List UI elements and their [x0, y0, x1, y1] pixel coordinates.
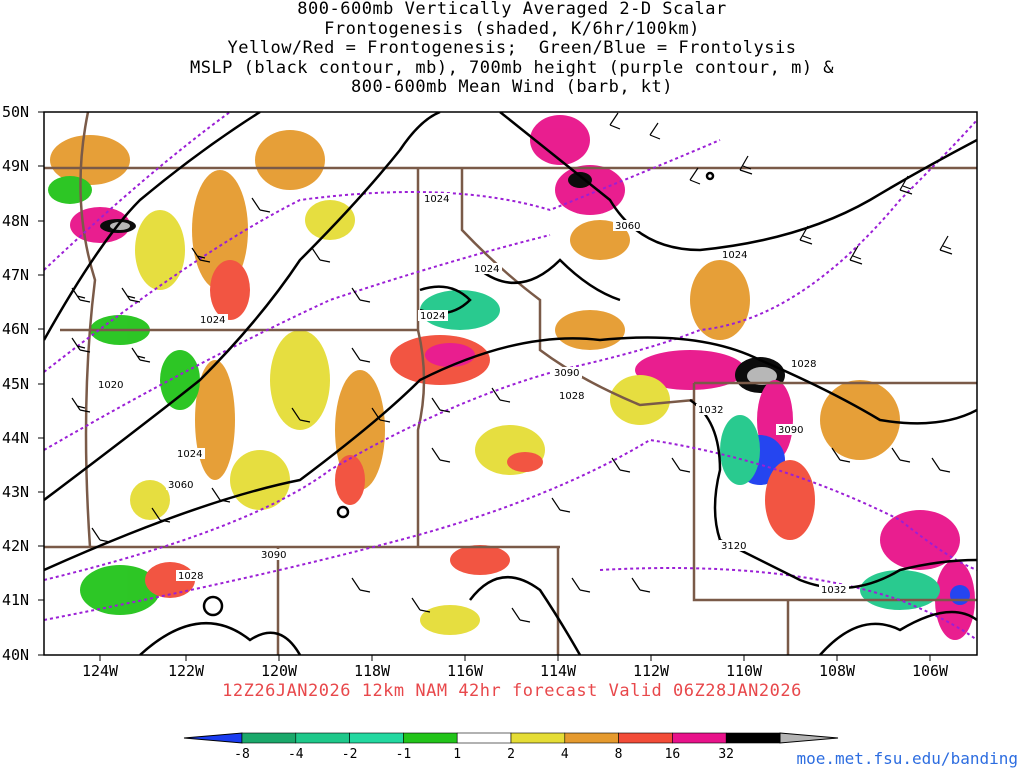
- svg-text:1024: 1024: [424, 194, 449, 205]
- svg-text:1024: 1024: [474, 264, 499, 275]
- height-contours: [44, 112, 977, 641]
- height-contour-label: 3090: [259, 549, 289, 561]
- lat-label-47n: 47N: [2, 266, 29, 284]
- wind-barbs: [71, 112, 953, 623]
- legend-swatch: [456, 732, 512, 744]
- legend-label: 1: [453, 747, 461, 762]
- legend-label: -8: [234, 747, 250, 762]
- svg-text:1020: 1020: [98, 380, 123, 391]
- height-contour-label: 3090: [776, 424, 806, 436]
- forecast-valid-line: 12Z26JAN2026 12km NAM 42hr forecast Vali…: [222, 681, 802, 701]
- contour-labels: 1024 1024 1024 1024 1020 1024 1028 1028 …: [96, 193, 849, 596]
- lat-label-49n: 49N: [2, 157, 29, 175]
- latitude-axis: 50N 49N 48N 47N 46N 45N 44N 43N 42N 41N …: [2, 103, 44, 664]
- lon-label-120w: 120W: [261, 662, 298, 680]
- longitude-axis: 124W 122W 120W 118W 116W 114W 112W 110W …: [82, 655, 949, 680]
- title-line-2: Frontogenesis (shaded, K/6hr/100km): [324, 18, 700, 39]
- title-line-3: Yellow/Red = Frontogenesis; Green/Blue =…: [227, 38, 797, 59]
- svg-text:1028: 1028: [559, 391, 584, 402]
- lat-label-50n: 50N: [2, 103, 29, 121]
- legend-swatch: [403, 732, 458, 744]
- mslp-contour-label: 1032: [696, 404, 726, 416]
- svg-text:3090: 3090: [778, 425, 803, 436]
- lon-label-106w: 106W: [912, 662, 949, 680]
- svg-text:3060: 3060: [168, 480, 193, 491]
- legend-swatch: [672, 732, 727, 744]
- svg-text:3090: 3090: [261, 550, 286, 561]
- lon-label-122w: 122W: [168, 662, 205, 680]
- legend-swatch: [779, 732, 839, 744]
- lat-label-43n: 43N: [2, 483, 29, 501]
- legend-label: 16: [665, 747, 681, 762]
- legend-swatch: [618, 732, 673, 744]
- legend-label: -4: [288, 747, 304, 762]
- height-contour-label: 3060: [166, 479, 196, 491]
- lon-label-116w: 116W: [447, 662, 484, 680]
- title-line-4: MSLP (black contour, mb), 700mb height (…: [189, 57, 835, 78]
- svg-text:1028: 1028: [178, 571, 203, 582]
- height-contour-label: 3120: [719, 540, 749, 552]
- legend-swatch: [349, 732, 404, 744]
- lat-label-48n: 48N: [2, 212, 29, 230]
- lon-label-118w: 118W: [354, 662, 391, 680]
- map-plot-area: 1024 1024 1024 1024 1020 1024 1028 1028 …: [44, 112, 977, 655]
- mslp-contour-label: 1024: [720, 249, 750, 261]
- height-contour-label: 3060: [613, 220, 643, 232]
- svg-text:1024: 1024: [177, 449, 202, 460]
- lat-label-45n: 45N: [2, 375, 29, 393]
- svg-text:1024: 1024: [722, 250, 747, 261]
- svg-text:1024: 1024: [200, 315, 225, 326]
- mslp-contour-label: 1028: [176, 570, 206, 582]
- svg-text:1032: 1032: [698, 405, 723, 416]
- lon-label-112w: 112W: [633, 662, 670, 680]
- mslp-contour-label: 1024: [198, 314, 228, 326]
- lat-label-40n: 40N: [2, 646, 29, 664]
- svg-text:1024: 1024: [420, 311, 445, 322]
- mslp-contour-label: 1024: [418, 310, 448, 322]
- svg-text:3060: 3060: [615, 221, 640, 232]
- mslp-contour-label: 1024: [422, 193, 452, 205]
- legend-swatch: [241, 732, 297, 744]
- title-line-1: 800-600mb Vertically Averaged 2-D Scalar: [297, 0, 727, 19]
- mslp-contours: [44, 112, 977, 655]
- legend-label: 8: [615, 747, 623, 762]
- lon-label-108w: 108W: [819, 662, 856, 680]
- legend-label: -1: [396, 747, 412, 762]
- svg-text:3090: 3090: [554, 368, 579, 379]
- lon-label-114w: 114W: [540, 662, 577, 680]
- legend-label: 32: [718, 747, 734, 762]
- mslp-contour-label: 1020: [96, 379, 126, 391]
- legend-swatch: [725, 732, 781, 744]
- mslp-contour-label: 1024: [472, 263, 502, 275]
- color-legend: -8 -4 -2 -1 1 2 4 8 16 32: [183, 732, 839, 762]
- lat-label-46n: 46N: [2, 320, 29, 338]
- title-line-5: 800-600mb Mean Wind (barb, kt): [350, 77, 674, 98]
- legend-label: 2: [507, 747, 515, 762]
- mslp-contour-label: 1032: [819, 584, 849, 596]
- legend-swatch: [183, 732, 243, 744]
- lon-label-124w: 124W: [82, 662, 119, 680]
- title-block: 800-600mb Vertically Averaged 2-D Scalar…: [0, 0, 1024, 98]
- legend-swatch: [510, 732, 566, 744]
- legend-swatch: [564, 732, 619, 744]
- lat-label-42n: 42N: [2, 537, 29, 555]
- svg-text:1028: 1028: [791, 359, 816, 370]
- lon-label-110w: 110W: [726, 662, 763, 680]
- legend-swatch: [295, 732, 350, 744]
- height-contour-label: 3090: [552, 367, 582, 379]
- svg-text:1032: 1032: [821, 585, 846, 596]
- mslp-contour-label: 1028: [789, 358, 819, 370]
- legend-label: -2: [342, 747, 358, 762]
- mslp-contour-label: 1024: [175, 448, 205, 460]
- lat-label-44n: 44N: [2, 429, 29, 447]
- legend-label: 4: [561, 747, 569, 762]
- lat-label-41n: 41N: [2, 591, 29, 609]
- political-borders: [44, 112, 977, 655]
- mslp-contour-label: 1028: [557, 390, 587, 402]
- frontogenesis-shading: [48, 115, 975, 640]
- credit-link[interactable]: moe.met.fsu.edu/banding: [796, 749, 1018, 768]
- svg-text:3120: 3120: [721, 541, 746, 552]
